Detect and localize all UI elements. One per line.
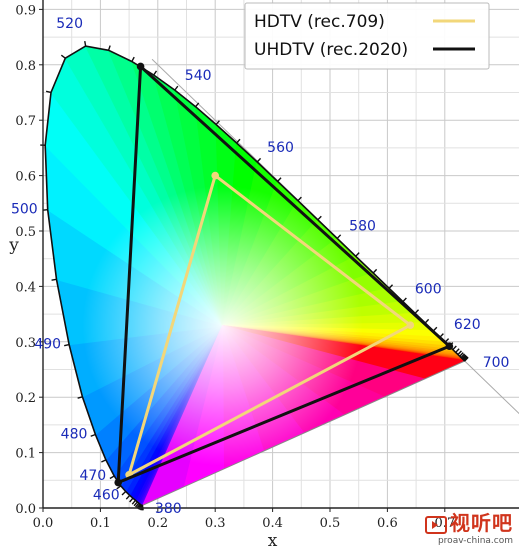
locus-tick <box>388 284 394 289</box>
y-tick-label: 0.9 <box>15 3 36 18</box>
gamut-triangles <box>114 62 454 487</box>
locus-tick <box>236 138 241 144</box>
y-tick-label: 0.1 <box>15 447 36 462</box>
wavelength-label-490: 490 <box>34 337 61 353</box>
y-tick-label: 0.7 <box>15 114 36 129</box>
primary-point <box>114 478 122 487</box>
legend-entry-label: HDTV (rec.709) <box>254 12 385 32</box>
wavelength-label-700: 700 <box>483 355 510 371</box>
locus-tick <box>460 353 466 358</box>
locus-tick <box>355 252 360 257</box>
x-tick-label: 0.0 <box>33 516 54 531</box>
legend-box <box>244 2 490 70</box>
locus-tick <box>462 354 467 360</box>
legend-entry-label: UHDTV (rec.2020) <box>254 40 408 60</box>
line-of-purples <box>142 360 465 506</box>
y-axis-label: y <box>8 235 19 255</box>
wavelength-label-580: 580 <box>349 218 376 234</box>
locus-tick <box>64 343 70 347</box>
wavelength-label-380: 380 <box>155 501 182 517</box>
locus-tick <box>372 268 378 274</box>
watermark-site: proav-china.com <box>437 536 513 546</box>
y-tick-label: 0.0 <box>15 502 36 517</box>
locus-tick <box>131 56 135 62</box>
y-tick-label: 0.4 <box>15 280 36 295</box>
locus-tick <box>77 396 83 399</box>
primary-point <box>136 62 145 71</box>
locus-tick <box>131 499 137 505</box>
y-tick-label: 0.5 <box>15 225 36 240</box>
locus-tick <box>297 196 302 202</box>
y-tick-label: 0.6 <box>15 170 36 185</box>
locus-tick <box>455 348 460 353</box>
locus-tick <box>129 497 134 503</box>
wavelength-label-500: 500 <box>11 202 38 218</box>
locus-tick <box>135 502 140 508</box>
x-tick-label: 0.7 <box>434 516 455 531</box>
y-tick-label: 0.8 <box>15 59 36 74</box>
locus-tick <box>116 485 122 490</box>
primary-point <box>406 321 415 329</box>
locus-tick <box>101 459 107 463</box>
legend: HDTV (rec.709) UHDTV (rec.2020) <box>244 2 490 70</box>
wavelength-label-460: 460 <box>93 488 120 504</box>
wavelength-label-540: 540 <box>185 68 212 84</box>
wavelength-label-480: 480 <box>61 426 88 442</box>
locus-tick <box>121 491 127 496</box>
x-tick-label: 0.6 <box>377 516 398 531</box>
gamut-triangle-1 <box>116 64 451 485</box>
locus-tick <box>84 41 87 47</box>
primary-point <box>211 171 219 180</box>
wavelength-label-470: 470 <box>79 468 106 484</box>
color-gamut-fill <box>45 46 465 506</box>
locus-tick <box>153 70 158 76</box>
locus-tick <box>277 177 282 182</box>
locus-tick <box>90 433 96 437</box>
axes: 0.0 0.1 0.2 0.3 0.4 0.5 0.6 0.7 0.0 0.1 0.2 0.3 0.4 0… <box>8 0 519 550</box>
locus-tick <box>452 345 457 351</box>
x-tick-label: 0.4 <box>262 516 283 531</box>
watermark-name: 视听吧 <box>450 511 513 535</box>
x-tick-label: 0.2 <box>147 516 168 531</box>
locus-tick <box>107 45 111 51</box>
locus-tick <box>464 356 469 362</box>
wavelength-label-560: 560 <box>267 140 294 156</box>
x-axis-label: x <box>268 531 278 550</box>
locus-tick <box>109 475 115 480</box>
primary-point <box>445 342 454 351</box>
tv-icon <box>425 515 447 534</box>
wavelength-label-620: 620 <box>454 317 481 333</box>
locus-tick <box>424 318 430 324</box>
locus-tick <box>60 54 66 59</box>
locus-tick <box>256 157 262 163</box>
locus-tick <box>459 352 464 357</box>
x-tick-label: 0.3 <box>205 516 226 531</box>
locus-tick <box>461 354 466 359</box>
gamut-triangle-0 <box>127 174 412 477</box>
locus-tick <box>402 297 407 303</box>
locus-tick <box>174 85 179 91</box>
locus-tick <box>215 120 220 125</box>
locus-tick <box>336 234 342 239</box>
wavelength-label-600: 600 <box>415 282 442 298</box>
locus-tick <box>457 350 462 356</box>
locus-tick <box>195 102 200 108</box>
y-tick-label: 0.2 <box>15 391 36 406</box>
locus-tick <box>45 90 52 94</box>
locus-tick <box>317 215 322 221</box>
locus-tick <box>125 494 131 500</box>
watermark: 视听吧 proav-china.com <box>425 507 513 546</box>
x-tick-label: 0.5 <box>320 516 341 531</box>
locus-tick <box>414 309 420 314</box>
wavelength-label-520: 520 <box>56 16 83 32</box>
spectral-locus <box>40 41 469 511</box>
wavelength-labels: 380 460 470 480 490 500 520 540 560 580 600 620 700 <box>11 16 509 517</box>
locus-tick <box>133 501 138 507</box>
locus-tick <box>51 278 57 281</box>
y-tick-label: 0.3 <box>15 336 36 351</box>
x-tick-label: 0.1 <box>90 516 111 531</box>
